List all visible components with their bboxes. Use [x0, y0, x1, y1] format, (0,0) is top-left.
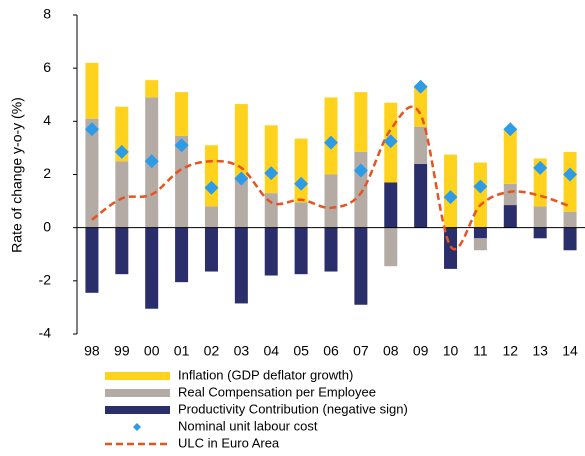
- marker: [473, 179, 488, 194]
- bar: [264, 193, 278, 228]
- marker: [144, 154, 159, 169]
- x-tick-label: 13: [532, 343, 548, 359]
- bar: [115, 161, 129, 228]
- y-tick-label: 4: [43, 112, 51, 128]
- bar: [503, 129, 517, 184]
- marker: [84, 122, 99, 137]
- marker: [443, 190, 458, 205]
- legend-swatch: [105, 406, 170, 414]
- y-axis-title: Rate of change y-o-y (%): [9, 97, 25, 253]
- x-tick-label: 12: [503, 343, 519, 359]
- bar: [473, 227, 487, 239]
- marker: [294, 176, 309, 191]
- x-tick-label: 04: [263, 343, 279, 359]
- bar: [503, 183, 517, 206]
- ulc-line: [91, 105, 571, 251]
- y-tick-label: 2: [43, 165, 51, 181]
- y-tick-label: 8: [43, 6, 51, 22]
- x-tick-label: 07: [353, 343, 369, 359]
- bar: [175, 135, 189, 228]
- bar: [204, 227, 218, 272]
- bar: [294, 227, 308, 275]
- bar: [324, 227, 338, 272]
- bar: [175, 227, 189, 283]
- legend-label: ULC in Euro Area: [178, 435, 280, 450]
- bar: [234, 227, 248, 304]
- marker: [503, 122, 518, 137]
- legend-label: Real Compensation per Employee: [178, 384, 376, 399]
- bar: [414, 126, 428, 164]
- y-tick-label: -2: [39, 272, 52, 288]
- x-tick-label: 01: [174, 343, 190, 359]
- bar: [563, 151, 577, 212]
- bar: [354, 227, 368, 305]
- bar: [533, 206, 547, 228]
- y-tick-label: 0: [43, 218, 51, 234]
- bar: [384, 182, 398, 228]
- bar: [533, 227, 547, 239]
- marker: [204, 180, 219, 195]
- bar: [85, 62, 99, 119]
- marker: [264, 166, 279, 181]
- bar: [115, 227, 129, 275]
- marker: [324, 135, 338, 150]
- legend-swatch: [105, 372, 170, 380]
- bar: [264, 227, 278, 276]
- bar: [204, 206, 218, 228]
- marker: [563, 167, 578, 182]
- legend-label: Nominal unit labour cost: [178, 418, 318, 433]
- bar: [234, 177, 248, 228]
- x-tick-label: 05: [293, 343, 309, 359]
- marker: [234, 171, 249, 186]
- x-tick-label: 14: [562, 343, 578, 359]
- bar: [145, 227, 159, 309]
- y-tick-label: -4: [39, 325, 52, 341]
- legend-swatch: [105, 389, 170, 397]
- bar: [354, 151, 368, 228]
- marker: [353, 163, 368, 178]
- x-tick-label: 11: [473, 343, 488, 359]
- x-tick-label: 99: [114, 343, 130, 359]
- marker: [383, 134, 398, 149]
- legend-label: Productivity Contribution (negative sign…: [178, 401, 408, 416]
- bar: [563, 211, 577, 228]
- bar: [384, 227, 398, 267]
- bar: [473, 238, 487, 251]
- x-tick-label: 06: [323, 343, 339, 359]
- bar: [324, 174, 338, 228]
- x-tick-label: 10: [443, 343, 459, 359]
- x-tick-label: 09: [413, 343, 429, 359]
- bar: [473, 162, 487, 228]
- x-tick-label: 03: [234, 343, 250, 359]
- x-tick-label: 98: [84, 343, 100, 359]
- x-tick-label: 08: [383, 343, 399, 359]
- legend-label: Inflation (GDP deflator growth): [178, 367, 353, 382]
- marker: [114, 144, 129, 159]
- marker: [174, 138, 189, 153]
- bar: [294, 202, 308, 228]
- bar: [85, 227, 99, 293]
- bar: [145, 80, 159, 98]
- bar: [414, 163, 428, 228]
- bar: [414, 86, 428, 127]
- bar: [563, 227, 577, 251]
- marker: [413, 79, 428, 94]
- legend-swatch: [133, 423, 141, 431]
- x-tick-label: 00: [144, 343, 160, 359]
- bar: [503, 205, 517, 228]
- bar: [204, 145, 218, 207]
- bar: [354, 92, 368, 152]
- bar: [175, 92, 189, 136]
- bar: [85, 118, 99, 228]
- bar: [115, 106, 129, 162]
- y-tick-label: 6: [43, 59, 51, 75]
- bar: [264, 125, 278, 194]
- x-tick-label: 02: [204, 343, 220, 359]
- bar: [234, 104, 248, 178]
- marker: [533, 160, 548, 175]
- bar: [294, 138, 308, 203]
